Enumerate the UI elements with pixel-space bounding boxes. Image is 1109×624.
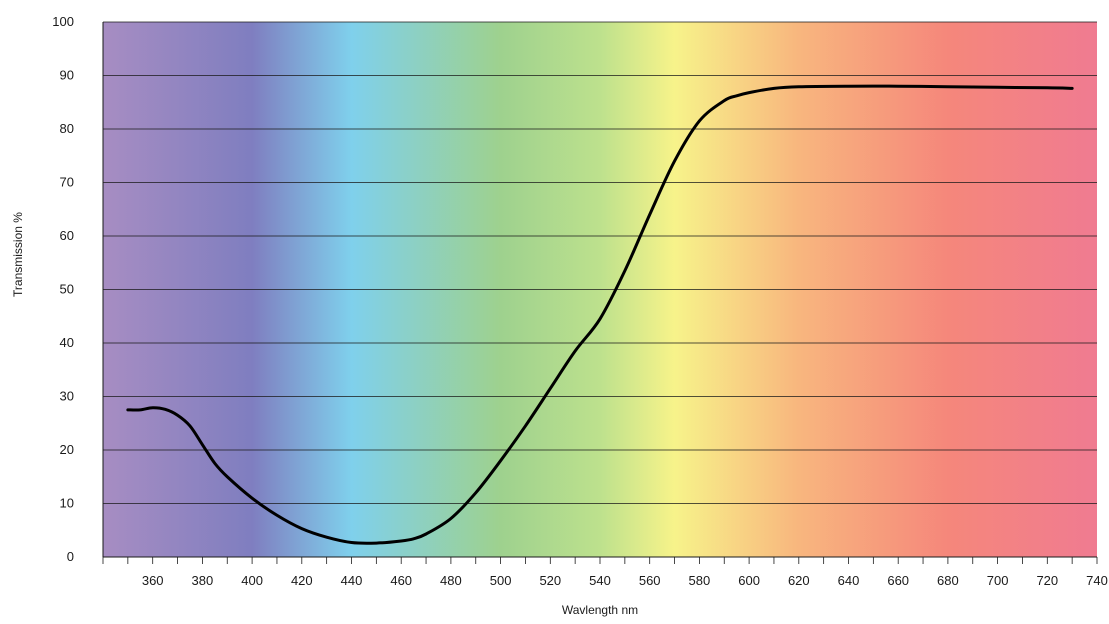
x-tick-label: 440: [341, 573, 363, 588]
y-tick-label: 10: [60, 496, 74, 511]
x-tick-label: 360: [142, 573, 164, 588]
y-axis-title: Transmission %: [11, 212, 25, 297]
x-tick-label: 500: [490, 573, 512, 588]
x-tick-label: 540: [589, 573, 611, 588]
grid-lines: [103, 21, 1097, 504]
x-tick-label: 620: [788, 573, 810, 588]
x-tick-label: 380: [192, 573, 214, 588]
y-tick-label: 0: [67, 549, 74, 564]
axes: [102, 22, 1098, 564]
x-tick-label: 700: [987, 573, 1009, 588]
y-tick-label: 50: [60, 282, 74, 297]
series-layer: [126, 84, 1074, 545]
y-tick-label: 100: [52, 14, 74, 29]
y-tick-label: 30: [60, 389, 74, 404]
x-tick-label: 520: [539, 573, 561, 588]
x-tick-label: 740: [1086, 573, 1108, 588]
y-tick-label: 80: [60, 121, 74, 136]
x-tick-label: 480: [440, 573, 462, 588]
x-tick-label: 660: [887, 573, 909, 588]
x-tick-label: 580: [689, 573, 711, 588]
y-tick-label: 20: [60, 442, 74, 457]
x-tick-label: 400: [241, 573, 263, 588]
x-tick-label: 460: [390, 573, 412, 588]
x-tick-label: 420: [291, 573, 313, 588]
x-tick-label: 680: [937, 573, 959, 588]
x-tick-label: 640: [838, 573, 860, 588]
y-tick-label: 90: [60, 68, 74, 83]
transmission-curve-line: [126, 84, 1074, 545]
x-tick-label: 720: [1036, 573, 1058, 588]
y-tick-label: 70: [60, 175, 74, 190]
x-axis-title: Wavlength nm: [562, 603, 638, 617]
y-tick-label: 60: [60, 228, 74, 243]
y-tick-label: 40: [60, 335, 74, 350]
x-tick-label: 600: [738, 573, 760, 588]
tick-labels: 360 380 400 420 440 460 480 500 520 540 560 580 600 6…: [52, 14, 1108, 588]
x-tick-label: 560: [639, 573, 661, 588]
